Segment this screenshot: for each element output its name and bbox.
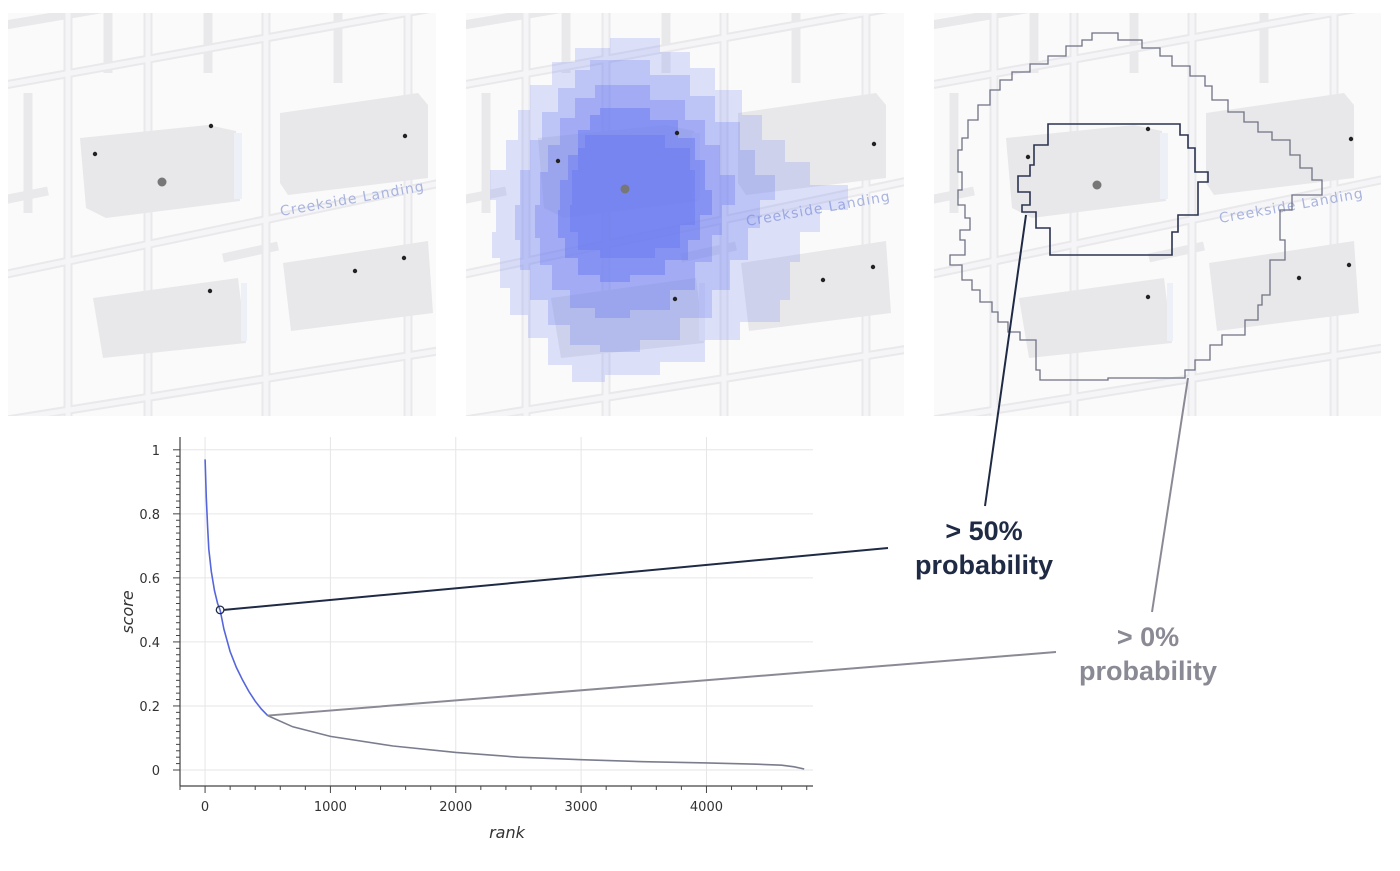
y-tick-label: 1	[152, 444, 160, 459]
connector-lines	[224, 214, 1189, 717]
probability-heatmap	[490, 38, 848, 382]
x-tick-label: 0	[201, 800, 209, 815]
annotation-over-0-line2: probability	[1079, 656, 1217, 686]
score-curve-segment	[204, 459, 221, 611]
score-rank-chart: 0 1000 2000 3000 4000 0 0.2 0.4 0.6 0.8 1 rank sco…	[118, 437, 813, 842]
axes: 0 1000 2000 3000 4000 0 0.2 0.4 0.6 0.8 1	[139, 437, 813, 815]
series-layer	[204, 459, 805, 770]
x-tick-label: 3000	[565, 800, 598, 815]
score-curve-segment	[219, 609, 269, 717]
annotation-over-50: > 50% probability	[915, 516, 1053, 580]
center-point	[157, 177, 167, 187]
annotation-over-0-line1: > 0%	[1117, 622, 1179, 652]
y-tick-label: 0	[152, 764, 160, 779]
y-tick-label: 0.6	[139, 572, 160, 587]
x-axis-title: rank	[489, 823, 526, 842]
annotation-over-0: > 0% probability	[1079, 622, 1217, 686]
map-panel-heatmap: Creekside Landing	[446, 0, 946, 433]
x-tick-label: 4000	[690, 800, 723, 815]
y-tick-label: 0.2	[139, 700, 160, 715]
x-tick-label: 2000	[439, 800, 472, 815]
contour-over-0-percent	[949, 32, 1323, 381]
map-panel-base: Creekside Landing	[0, 0, 488, 433]
connector-high-to-chart	[224, 547, 889, 611]
y-tick-label: 0.8	[139, 508, 160, 523]
contour-over-50-percent	[1017, 123, 1209, 256]
center-point	[620, 184, 630, 194]
connector-high-to-map	[984, 214, 1027, 507]
connector-low-to-chart	[267, 651, 1057, 717]
y-axis-title: score	[118, 590, 137, 634]
score-curve-segment	[267, 714, 805, 770]
sample-points	[92, 123, 408, 294]
x-tick-label: 1000	[314, 800, 347, 815]
map-panel-contours: Creekside Landing	[914, 0, 1400, 433]
annotation-over-50-line1: > 50%	[945, 516, 1022, 546]
annotation-over-50-line2: probability	[915, 550, 1053, 580]
connector-low-to-map	[1151, 377, 1189, 613]
y-tick-label: 0.4	[139, 636, 160, 651]
threshold-point	[215, 605, 225, 615]
grid	[180, 437, 813, 786]
center-point	[1092, 180, 1102, 190]
